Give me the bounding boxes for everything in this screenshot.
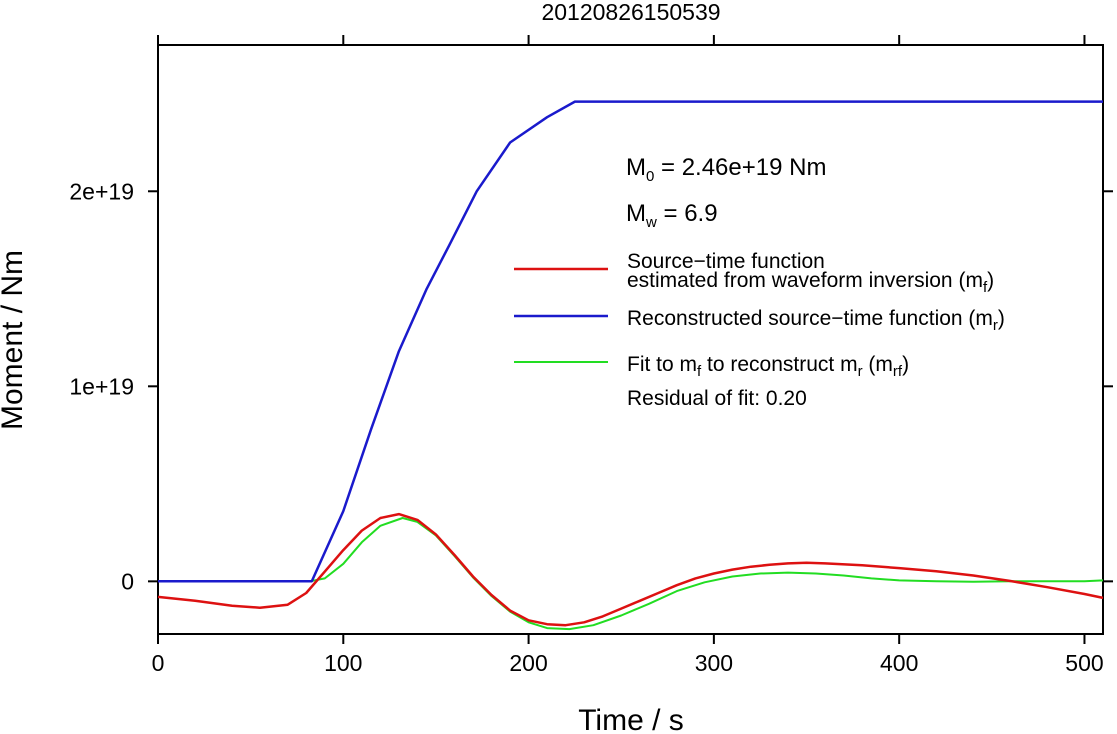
series-layer — [157, 100, 1104, 631]
x-tick-label: 0 — [152, 650, 165, 676]
legend-red-label-line1: Source−time function — [627, 250, 825, 273]
residual-of-fit-annotation: Residual of fit: 0.20 — [627, 387, 807, 410]
chart-title: 20120826150539 — [541, 0, 720, 25]
axis-tick-labels: 0 100 200 300 400 500 0 1e+19 2e+19 — [69, 178, 1103, 676]
y-tick-label: 0 — [121, 568, 134, 594]
plot-frame — [157, 44, 1104, 635]
x-tick-label: 100 — [324, 650, 362, 676]
x-tick-label: 300 — [695, 650, 733, 676]
x-tick-label: 500 — [1065, 650, 1103, 676]
legend-green-label: Fit to mf to reconstruct mr (mrf) — [627, 353, 909, 380]
axis-ticks — [148, 35, 1113, 644]
series-line-blue — [158, 100, 1103, 583]
legend: Source−time function estimated from wave… — [514, 250, 1005, 410]
y-axis-label: Moment / Nm — [0, 250, 29, 430]
moment-magnitude-annotation: Mw = 6.9 — [626, 200, 718, 231]
x-tick-label: 200 — [509, 650, 547, 676]
legend-blue-label: Reconstructed source−time function (mr) — [627, 307, 1005, 334]
legend-red-label-line2: estimated from waveform inversion (mf) — [627, 269, 994, 296]
seismic-moment-annotation: M0 = 2.46e+19 Nm — [626, 154, 826, 185]
series-line-green — [158, 517, 1104, 631]
y-tick-label: 2e+19 — [69, 178, 134, 204]
x-axis-label: Time / s — [578, 704, 684, 734]
series-line-red — [157, 512, 1104, 627]
x-tick-label: 400 — [880, 650, 918, 676]
y-tick-label: 1e+19 — [69, 373, 134, 399]
